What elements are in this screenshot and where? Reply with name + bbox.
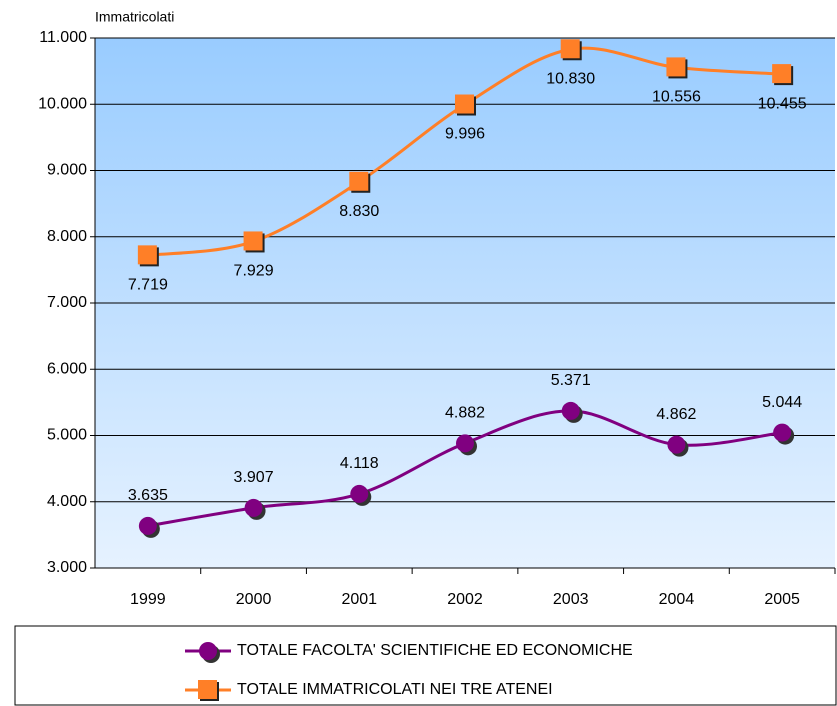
marker xyxy=(137,245,157,265)
y-tick-label: 5.000 xyxy=(47,427,87,444)
marker xyxy=(456,434,474,453)
y-axis-title: Immatricolati xyxy=(95,9,174,25)
marker xyxy=(560,39,580,59)
x-tick-label: 2003 xyxy=(553,591,589,608)
marker xyxy=(243,231,263,251)
data-label: 10.556 xyxy=(652,89,701,106)
legend xyxy=(14,625,837,706)
data-label: 5.044 xyxy=(762,394,802,411)
y-tick-label: 9.000 xyxy=(47,162,87,179)
data-label: 4.862 xyxy=(656,406,696,423)
marker xyxy=(349,171,369,191)
data-label: 3.635 xyxy=(128,487,168,504)
x-tick-label: 1999 xyxy=(130,591,166,608)
y-tick-label: 3.000 xyxy=(47,559,87,576)
data-label: 3.907 xyxy=(234,469,274,486)
marker xyxy=(350,484,369,503)
marker xyxy=(667,435,686,454)
data-label: 4.118 xyxy=(340,455,379,472)
data-label: 7.929 xyxy=(234,263,274,280)
legend-label: TOTALE IMMATRICOLATI NEI TRE ATENEI xyxy=(237,681,553,698)
marker xyxy=(666,57,686,77)
marker xyxy=(244,498,263,517)
data-label: 8.830 xyxy=(339,203,379,220)
y-tick-label: 6.000 xyxy=(47,360,87,377)
x-tick-label: 2001 xyxy=(341,591,377,608)
marker xyxy=(773,423,792,442)
marker xyxy=(199,642,217,660)
x-tick-label: 2002 xyxy=(447,591,483,608)
x-tick-label: 2000 xyxy=(236,591,272,608)
data-label: 7.719 xyxy=(128,277,168,294)
y-tick-label: 4.000 xyxy=(47,493,87,510)
y-tick-label: 7.000 xyxy=(47,294,87,311)
marker xyxy=(561,401,580,420)
y-tick-label: 11.000 xyxy=(39,29,87,46)
data-label: 10.830 xyxy=(546,70,595,87)
x-tick-label: 2004 xyxy=(659,591,695,608)
data-label: 4.882 xyxy=(445,405,485,422)
marker xyxy=(198,680,217,699)
y-tick-label: 8.000 xyxy=(47,228,87,245)
data-label: 9.996 xyxy=(445,126,485,143)
y-tick-label: 10.000 xyxy=(38,95,87,112)
data-label: 5.371 xyxy=(551,372,591,389)
marker xyxy=(138,516,157,535)
x-tick-label: 2005 xyxy=(764,591,800,608)
marker xyxy=(455,94,474,114)
data-label: 10.455 xyxy=(758,95,807,112)
marker xyxy=(772,64,792,84)
legend-label: TOTALE FACOLTA' SCIENTIFICHE ED ECONOMIC… xyxy=(237,642,633,659)
